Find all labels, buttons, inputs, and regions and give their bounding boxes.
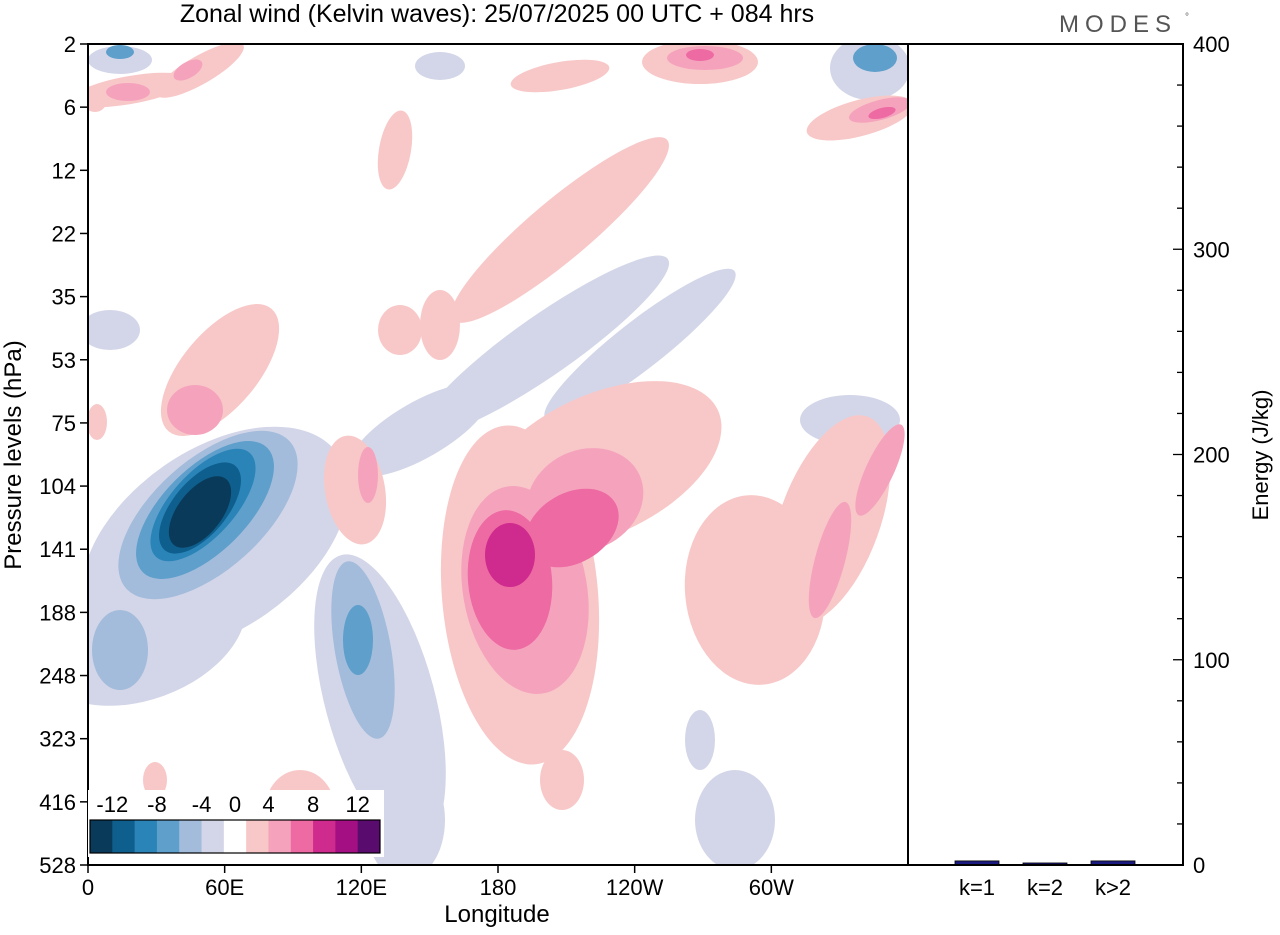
modes-logo-mark: ° <box>1185 12 1189 23</box>
energy-plot-frame <box>907 43 1184 866</box>
energy-axis: 0 100 200 300 400 <box>1173 32 1230 878</box>
contour-region <box>485 523 535 587</box>
chart-title: Zonal wind (Kelvin waves): 25/07/2025 00… <box>180 0 814 28</box>
colorbar-tick-label: 4 <box>262 792 274 817</box>
colorbar-swatch <box>90 820 113 853</box>
contour-region <box>88 310 140 350</box>
colorbar-swatch <box>201 820 225 853</box>
pressure-tick-label: 12 <box>52 158 76 183</box>
x-axis-label: Longitude <box>444 901 549 928</box>
colorbar: -12 -8 -4 0 4 8 12 <box>88 790 384 857</box>
contour-region <box>695 770 775 865</box>
energy-category-labels: k=1 k=2 k>2 <box>959 875 1131 900</box>
contour-region <box>451 137 669 323</box>
colorbar-swatch <box>179 820 203 853</box>
contour-region <box>88 88 107 112</box>
energy-tick-label: 100 <box>1193 648 1230 673</box>
energy-category-label: k>2 <box>1095 875 1131 900</box>
colorbar-swatch <box>223 820 247 853</box>
contour-region <box>377 110 413 190</box>
pressure-tick-label: 104 <box>39 474 76 499</box>
energy-axis-label: Energy (J/kg) <box>1248 390 1273 521</box>
colorbar-swatch <box>246 820 269 853</box>
contour-region <box>168 476 232 548</box>
contour-region <box>544 268 736 422</box>
contour-region <box>343 605 373 675</box>
contour-region <box>855 424 905 516</box>
contour-region <box>540 750 584 810</box>
colorbar-swatch <box>156 820 180 853</box>
contour-region <box>92 610 148 690</box>
contour-region <box>420 290 460 360</box>
pressure-tick-label: 248 <box>39 664 76 689</box>
pressure-axis: 2 6 12 22 35 53 75 104 141 188 248 323 416 528 <box>39 32 88 878</box>
longitude-tick-label: 120W <box>606 875 664 900</box>
colorbar-swatch <box>290 820 314 853</box>
contour-region <box>106 45 134 59</box>
contour-region <box>510 59 610 93</box>
modes-logo: MODES <box>1059 11 1177 38</box>
contour-field <box>88 44 908 865</box>
contour-region <box>686 49 714 61</box>
contour-region <box>853 44 897 72</box>
pressure-tick-label: 53 <box>52 348 76 373</box>
colorbar-frame <box>89 819 381 854</box>
contour-region <box>167 385 223 435</box>
colorbar-swatch <box>134 820 158 853</box>
longitude-tick-label: 60E <box>205 875 244 900</box>
contour-region <box>88 46 152 74</box>
contour-region <box>685 710 715 770</box>
pressure-tick-label: 75 <box>52 411 76 436</box>
contour-region <box>420 255 670 435</box>
colorbar-swatch <box>335 820 359 853</box>
colorbar-swatch <box>313 820 336 853</box>
contour-region <box>358 447 378 503</box>
pressure-tick-label: 528 <box>39 853 76 878</box>
colorbar-swatch <box>357 820 381 853</box>
contour-region <box>143 762 167 798</box>
longitude-tick-label: 0 <box>82 875 94 900</box>
energy-tick-label: 300 <box>1193 237 1230 262</box>
energy-tick-label: 200 <box>1193 443 1230 468</box>
contour-region <box>365 760 445 865</box>
energy-category-label: k=1 <box>959 875 995 900</box>
pressure-tick-label: 22 <box>52 221 76 246</box>
longitude-axis: 0 60E 120E 180 120W 60W <box>82 865 794 900</box>
energy-tick-label: 0 <box>1193 853 1205 878</box>
y-axis-label: Pressure levels (hPa) <box>0 340 27 569</box>
longitude-tick-label: 120E <box>336 875 387 900</box>
colorbar-tick-label: -12 <box>96 792 128 817</box>
pressure-tick-label: 141 <box>39 537 76 562</box>
contour-region <box>88 404 107 440</box>
pressure-tick-label: 188 <box>39 600 76 625</box>
contour-region <box>378 305 422 355</box>
pressure-tick-label: 35 <box>52 285 76 310</box>
contour-region <box>808 501 852 619</box>
colorbar-tick-label: 8 <box>307 792 319 817</box>
colorbar-swatch <box>268 820 292 853</box>
pressure-tick-label: 323 <box>39 727 76 752</box>
colorbar-swatch <box>112 820 136 853</box>
contour-region <box>415 52 465 80</box>
longitude-tick-label: 60W <box>749 875 794 900</box>
colorbar-tick-label: 12 <box>345 792 369 817</box>
contour-region <box>173 59 203 81</box>
energy-tick-label: 400 <box>1193 32 1230 57</box>
energy-category-label: k=2 <box>1027 875 1063 900</box>
pressure-tick-label: 416 <box>39 790 76 815</box>
contour-region <box>106 83 150 101</box>
colorbar-tick-label: 0 <box>229 792 241 817</box>
longitude-tick-label: 180 <box>480 875 517 900</box>
pressure-tick-label: 6 <box>64 95 76 120</box>
pressure-tick-label: 2 <box>64 32 76 57</box>
colorbar-tick-label: -8 <box>147 792 167 817</box>
contour-region <box>525 488 619 568</box>
colorbar-tick-label: -4 <box>192 792 212 817</box>
contour-region <box>868 106 896 120</box>
